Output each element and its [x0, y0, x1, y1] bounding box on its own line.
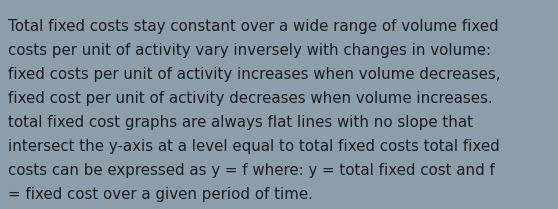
Text: total fixed cost graphs are always flat lines with no slope that: total fixed cost graphs are always flat …: [8, 115, 473, 130]
Text: costs per unit of activity vary inversely with changes in volume:: costs per unit of activity vary inversel…: [8, 43, 491, 58]
Text: fixed costs per unit of activity increases when volume decreases,: fixed costs per unit of activity increas…: [8, 67, 501, 82]
Text: fixed cost per unit of activity decreases when volume increases.: fixed cost per unit of activity decrease…: [8, 91, 493, 106]
Text: costs can be expressed as y = f where: y = total fixed cost and f: costs can be expressed as y = f where: y…: [8, 163, 495, 178]
Text: = fixed cost over a given period of time.: = fixed cost over a given period of time…: [8, 187, 312, 202]
Text: intersect the y-axis at a level equal to total fixed costs total fixed: intersect the y-axis at a level equal to…: [8, 139, 499, 154]
Text: Total fixed costs stay constant over a wide range of volume fixed: Total fixed costs stay constant over a w…: [8, 19, 498, 34]
